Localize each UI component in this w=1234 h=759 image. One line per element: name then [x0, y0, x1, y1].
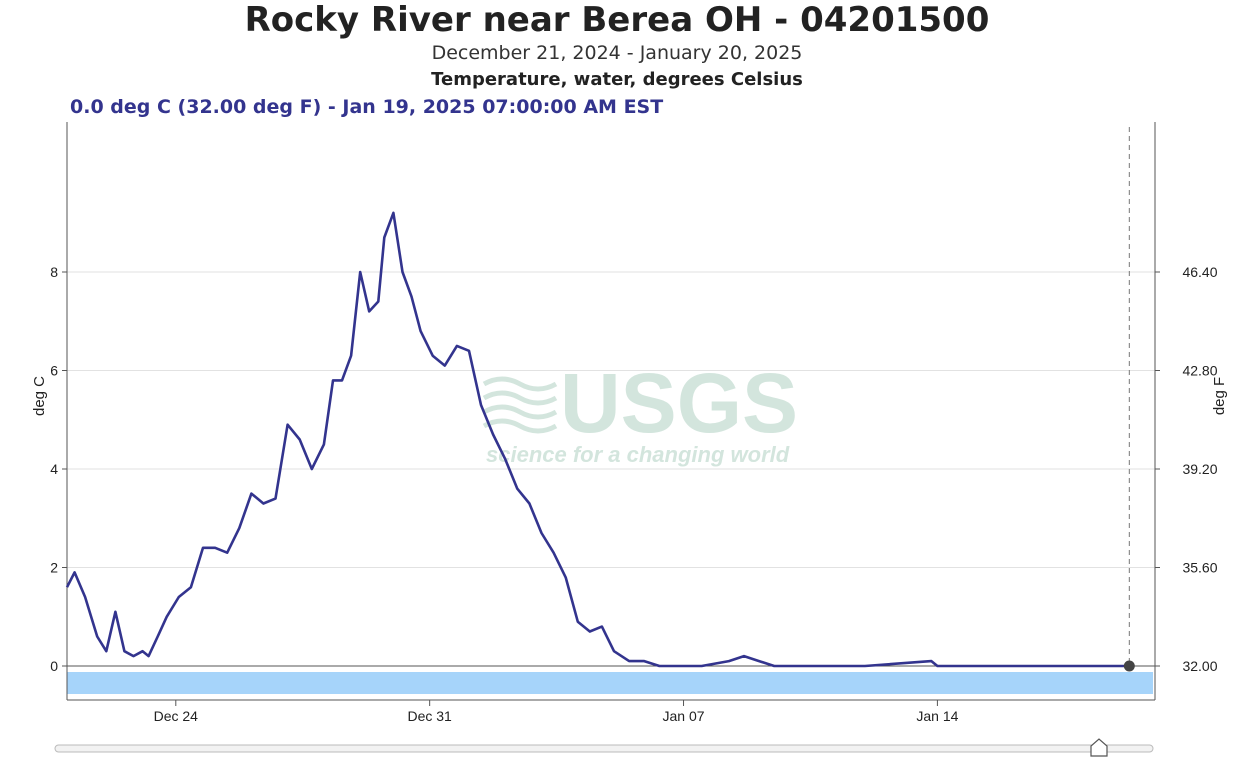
x-tick-label: Jan 14 — [916, 708, 958, 724]
ice-affected-band — [67, 672, 1153, 694]
date-range: December 21, 2024 - January 20, 2025 — [431, 42, 803, 64]
y-tick-label: 2 — [50, 560, 58, 576]
watermark-tagline: science for a changing world — [486, 442, 790, 467]
cursor-point[interactable] — [1123, 660, 1135, 672]
y-tick-label: 6 — [50, 363, 58, 379]
x-tick-label: Dec 24 — [154, 708, 199, 724]
parameter-label: Temperature, water, degrees Celsius — [431, 69, 803, 90]
watermark-logo: USGS — [560, 356, 798, 450]
slider-handle-icon[interactable] — [1090, 738, 1108, 757]
y-tick-label: 4 — [50, 461, 58, 477]
y-tick-label: 8 — [50, 264, 58, 280]
y-axis-label-right: deg F — [1211, 377, 1228, 415]
y-axis-label-left: deg C — [31, 376, 48, 416]
y-tick-label-right: 42.80 — [1182, 363, 1217, 379]
chart-title: Rocky River near Berea OH - 04201500 — [244, 0, 990, 40]
left-y-ticks: 0 2 4 6 8 — [50, 264, 67, 674]
y-tick-label-right: 32.00 — [1182, 658, 1217, 674]
y-tick-label-right: 39.20 — [1182, 461, 1217, 477]
time-slider-track[interactable] — [54, 744, 1154, 753]
y-tick-label-right: 46.40 — [1182, 264, 1217, 280]
usgs-watermark-icon: USGS science for a changing world — [482, 356, 798, 467]
series-layer — [65, 211, 1130, 668]
temperature-series-line — [65, 211, 1130, 668]
right-y-ticks: 32.00 35.60 39.20 42.80 46.40 — [1155, 264, 1218, 674]
cursor-readout: 0.0 deg C (32.00 deg F) - Jan 19, 2025 0… — [70, 96, 664, 118]
x-tick-label: Dec 31 — [407, 708, 452, 724]
x-tick-label: Jan 07 — [663, 708, 705, 724]
usgs-wave-logo-icon — [482, 376, 558, 434]
y-tick-label: 0 — [50, 658, 58, 674]
y-tick-label-right: 35.60 — [1182, 560, 1217, 576]
x-ticks: Dec 24 Dec 31 Jan 07 Jan 14 — [154, 700, 959, 724]
grid-lines — [67, 271, 1155, 568]
